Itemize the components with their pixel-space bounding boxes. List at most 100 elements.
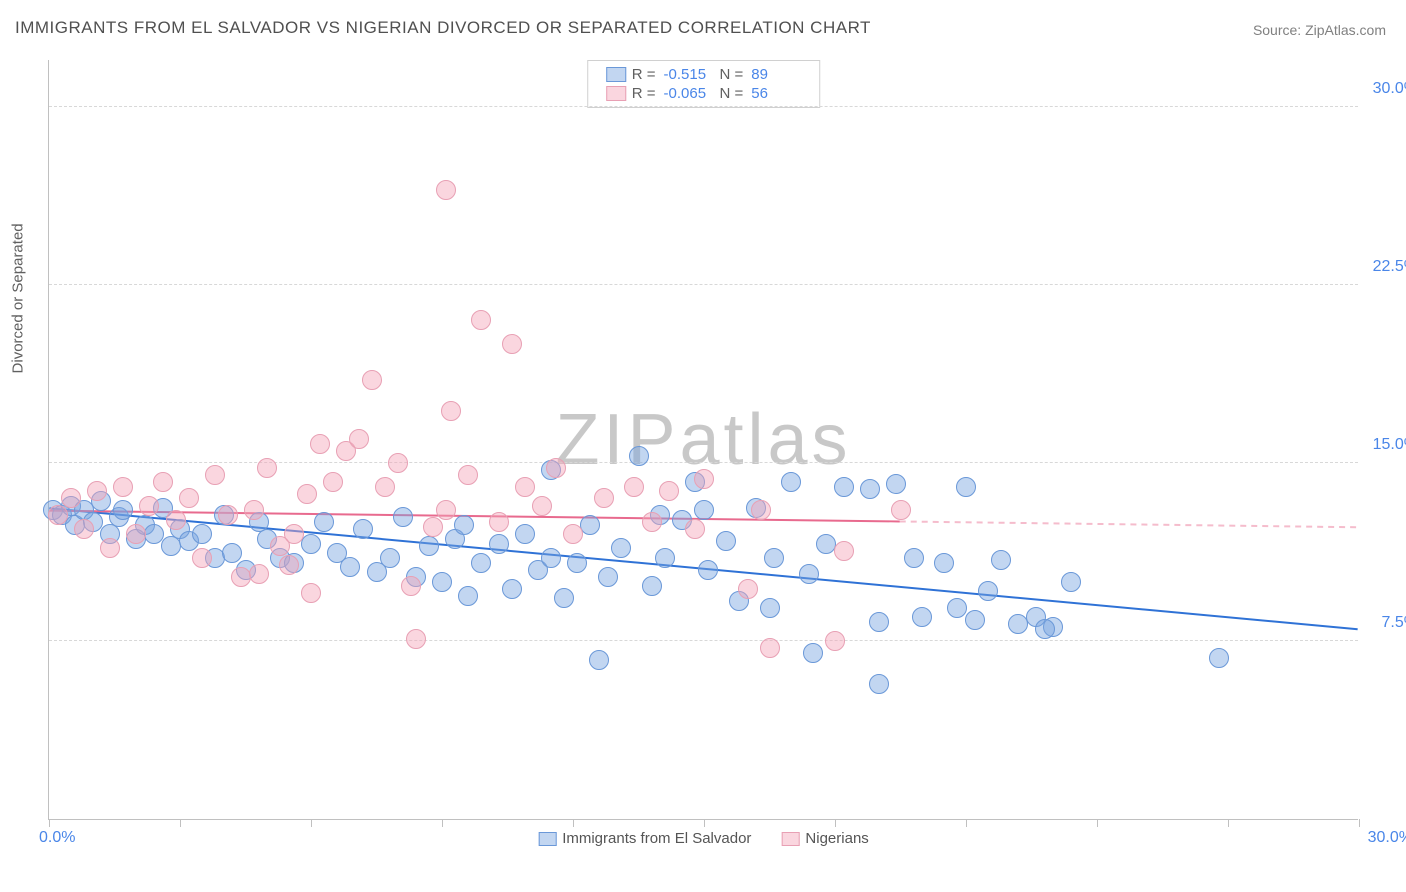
data-point xyxy=(716,531,736,551)
legend-row: R =-0.065N =56 xyxy=(606,84,802,103)
data-point xyxy=(532,496,552,516)
data-point xyxy=(375,477,395,497)
legend-n-value: 89 xyxy=(751,66,801,83)
x-tick xyxy=(966,819,967,827)
data-point xyxy=(904,548,924,568)
data-point xyxy=(611,538,631,558)
y-tick-label: 22.5% xyxy=(1363,258,1406,276)
data-point xyxy=(301,583,321,603)
legend-r-label: R = xyxy=(632,66,656,83)
x-tick xyxy=(442,819,443,827)
x-axis-min: 0.0% xyxy=(39,829,75,847)
data-point xyxy=(965,610,985,630)
data-point xyxy=(297,484,317,504)
data-point xyxy=(642,512,662,532)
data-point xyxy=(489,534,509,554)
y-tick-label: 30.0% xyxy=(1363,80,1406,98)
data-point xyxy=(458,586,478,606)
data-point xyxy=(406,629,426,649)
data-point xyxy=(891,500,911,520)
stats-legend: R =-0.515N =89R =-0.065N =56 xyxy=(587,60,821,108)
data-point xyxy=(1035,619,1055,639)
data-point xyxy=(694,500,714,520)
data-point xyxy=(738,579,758,599)
data-point xyxy=(301,534,321,554)
data-point xyxy=(314,512,334,532)
data-point xyxy=(629,446,649,466)
data-point xyxy=(502,334,522,354)
gridline xyxy=(49,462,1358,463)
data-point xyxy=(249,564,269,584)
data-point xyxy=(362,370,382,390)
data-point xyxy=(912,607,932,627)
data-point xyxy=(284,524,304,544)
data-point xyxy=(436,180,456,200)
data-point xyxy=(694,469,714,489)
data-point xyxy=(589,650,609,670)
legend-swatch xyxy=(606,67,626,82)
x-tick xyxy=(835,819,836,827)
data-point xyxy=(279,555,299,575)
data-point xyxy=(471,553,491,573)
legend-n-label: N = xyxy=(720,85,744,102)
data-point xyxy=(144,524,164,544)
data-point xyxy=(61,488,81,508)
gridline xyxy=(49,284,1358,285)
data-point xyxy=(323,472,343,492)
data-point xyxy=(869,674,889,694)
legend-label: Nigerians xyxy=(805,830,868,847)
data-point xyxy=(489,512,509,532)
data-point xyxy=(803,643,823,663)
x-tick xyxy=(180,819,181,827)
data-point xyxy=(179,488,199,508)
data-point xyxy=(349,429,369,449)
data-point xyxy=(205,465,225,485)
data-point xyxy=(642,576,662,596)
data-point xyxy=(760,638,780,658)
data-point xyxy=(153,472,173,492)
data-point xyxy=(441,401,461,421)
legend-swatch xyxy=(538,832,556,846)
y-tick-label: 15.0% xyxy=(1363,436,1406,454)
data-point xyxy=(563,524,583,544)
gridline xyxy=(49,640,1358,641)
data-point xyxy=(74,519,94,539)
data-point xyxy=(1061,572,1081,592)
data-point xyxy=(454,515,474,535)
x-tick xyxy=(1228,819,1229,827)
data-point xyxy=(139,496,159,516)
data-point xyxy=(222,543,242,563)
data-point xyxy=(834,541,854,561)
x-tick xyxy=(1097,819,1098,827)
data-point xyxy=(978,581,998,601)
x-tick xyxy=(704,819,705,827)
data-point xyxy=(554,588,574,608)
data-point xyxy=(192,524,212,544)
legend-swatch xyxy=(606,86,626,101)
data-point xyxy=(192,548,212,568)
data-point xyxy=(991,550,1011,570)
data-point xyxy=(834,477,854,497)
x-tick xyxy=(49,819,50,827)
legend-r-value: -0.065 xyxy=(664,85,714,102)
data-point xyxy=(760,598,780,618)
x-tick xyxy=(573,819,574,827)
x-axis-max: 30.0% xyxy=(1368,829,1406,847)
data-point xyxy=(886,474,906,494)
data-point xyxy=(401,576,421,596)
data-point xyxy=(594,488,614,508)
y-tick-label: 7.5% xyxy=(1363,614,1406,632)
legend-item: Nigerians xyxy=(781,830,868,847)
legend-r-value: -0.515 xyxy=(664,66,714,83)
legend-swatch xyxy=(781,832,799,846)
data-point xyxy=(869,612,889,632)
data-point xyxy=(947,598,967,618)
legend-n-value: 56 xyxy=(751,85,801,102)
data-point xyxy=(388,453,408,473)
data-point xyxy=(257,458,277,478)
data-point xyxy=(393,507,413,527)
data-point xyxy=(340,557,360,577)
data-point xyxy=(113,500,133,520)
source-name: ZipAtlas.com xyxy=(1305,22,1386,38)
data-point xyxy=(218,505,238,525)
